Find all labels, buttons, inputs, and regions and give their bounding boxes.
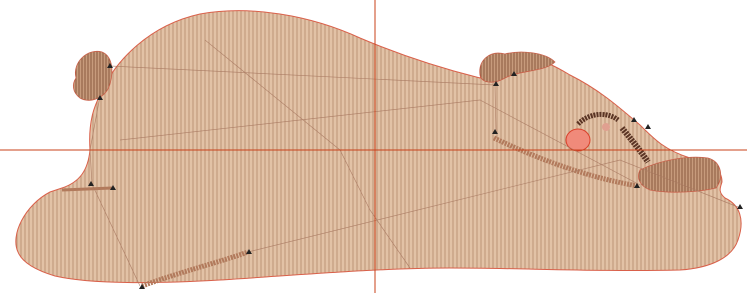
arm-line xyxy=(62,188,112,190)
eye-highlight xyxy=(602,123,610,131)
embroidery-canvas xyxy=(0,0,747,293)
